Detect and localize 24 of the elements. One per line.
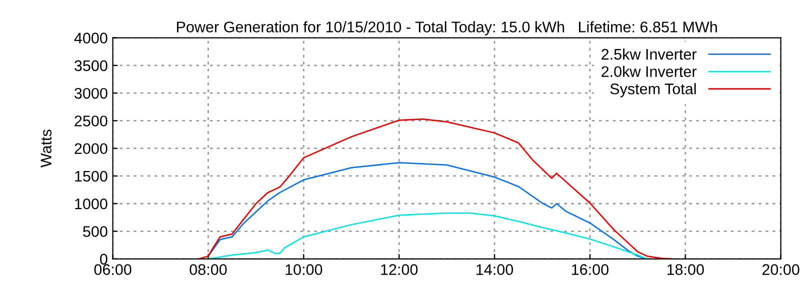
x-tick-label: 12:00 (381, 264, 418, 275)
chart-title: Power Generation for 10/15/2010 - Total Today: 15.0 kWh Lifetime: 6.851 MWh (177, 21, 717, 36)
x-tick-label: 06:00 (94, 264, 132, 275)
y-tick-label: 1000 (75, 198, 108, 210)
legend-label: System Total (610, 83, 696, 98)
x-tick-label: 16:00 (572, 264, 608, 275)
x-tick-label: 10:00 (286, 264, 322, 275)
y-tick-label: 2500 (74, 116, 108, 126)
x-tick-label: 14:00 (476, 264, 514, 275)
legend-label: 2.0kw Inverter (602, 66, 697, 78)
y-axis-title: Watts (40, 130, 52, 168)
legend-label: 2.5kw Inverter (602, 48, 697, 60)
y-tick-label: 4000 (74, 32, 108, 44)
x-tick-label: 08:00 (190, 264, 227, 275)
y-tick-label: 1500 (75, 170, 108, 182)
y-tick-label: 3500 (74, 60, 108, 72)
y-tick-label: 500 (83, 226, 108, 237)
y-tick-label: 3000 (74, 88, 108, 99)
y-tick-label: 0 (100, 254, 108, 265)
line-series (208, 212, 648, 259)
y-tick-label: 2000 (74, 143, 108, 154)
x-tick-label: 20:00 (762, 264, 800, 275)
line-series (198, 118, 672, 259)
x-tick-label: 18:00 (667, 264, 704, 275)
